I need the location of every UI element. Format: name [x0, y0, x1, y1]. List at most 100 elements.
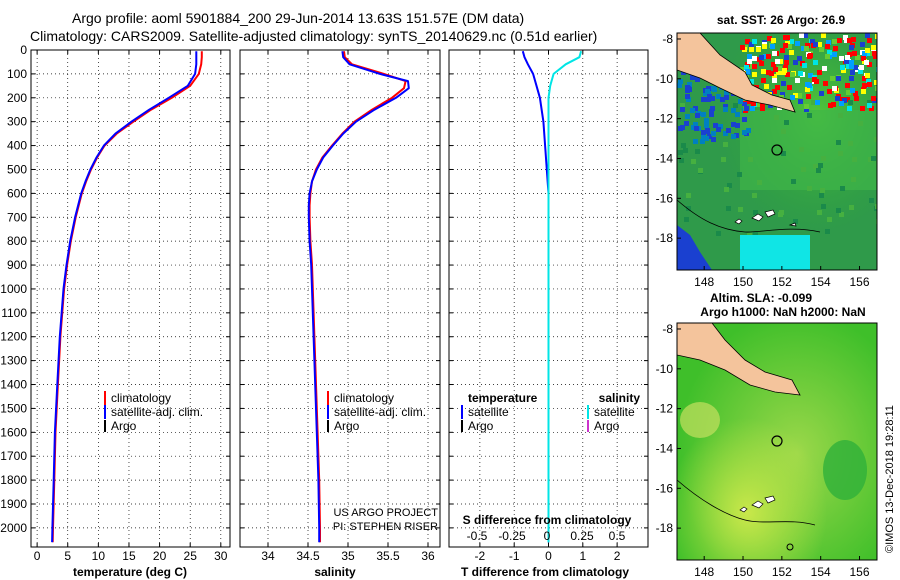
sst-pixel	[795, 41, 800, 46]
temperature-xlabel: temperature (deg C)	[73, 565, 187, 579]
sst-pixel	[764, 84, 769, 89]
sst-pixel	[783, 43, 788, 48]
sst-pixel	[862, 76, 867, 81]
sst-pixel	[701, 112, 706, 117]
sst-pixel	[711, 137, 716, 142]
sst-pixel	[745, 62, 750, 67]
depth-tick-label: 200	[7, 91, 27, 105]
sst-pixel	[756, 47, 761, 52]
sst-pixel	[744, 65, 749, 70]
legend-climatology: climatology	[111, 391, 171, 405]
sst-pixel	[707, 134, 712, 139]
sst-pixel	[862, 83, 867, 88]
sst-pixel	[875, 34, 877, 39]
sst-pixel	[706, 97, 711, 102]
sst-pixel	[707, 94, 712, 99]
sst-pixel	[683, 148, 688, 153]
x-tick-label: 25	[184, 549, 198, 563]
x-tick-label: 10	[92, 549, 106, 563]
sst-pixel	[836, 76, 841, 81]
sst-pixel	[808, 73, 813, 78]
depth-tick-label: 1700	[0, 449, 27, 463]
sst-pixel	[853, 91, 858, 96]
sst-pixel	[831, 102, 836, 107]
sst-pixel	[871, 45, 876, 50]
legend-argo: Argo	[334, 419, 360, 433]
sst-pixel	[852, 51, 857, 56]
sla-map-ticks: 148 150 152 154 156 -8 -10 -12 -14 -16 -18	[656, 322, 870, 579]
s-difference-label: S difference from climatology	[463, 513, 632, 527]
sst-blue-corner	[677, 225, 712, 270]
sst-pixel	[849, 64, 854, 69]
salinity-panel-frame	[239, 49, 441, 548]
sst-pixel	[844, 38, 849, 43]
sla-reef-contour	[677, 479, 816, 526]
sst-pixel	[678, 126, 683, 131]
sst-pixel	[837, 38, 842, 43]
sst-pixel	[681, 143, 686, 148]
x-tick-label: 5	[64, 549, 71, 563]
sst-pixel	[827, 217, 832, 222]
sst-pixel	[733, 103, 738, 108]
sst-pixel	[695, 113, 700, 118]
sst-pixel	[685, 94, 690, 99]
sst-pixel	[818, 163, 823, 168]
sst-pixel	[811, 100, 816, 105]
sst-pixel	[854, 96, 859, 101]
sst-pixel	[678, 79, 683, 84]
map-x-tick-label: 150	[733, 275, 753, 289]
sst-pixel	[875, 204, 877, 209]
sst-pixel	[737, 172, 742, 177]
sst-pixel	[710, 96, 715, 101]
sst-pixel	[744, 106, 749, 111]
sst-pixel	[861, 89, 866, 94]
sst-pixel	[867, 51, 872, 56]
legend-argo: Argo	[111, 419, 137, 433]
sst-pixel	[817, 42, 822, 47]
map-y-tick-label: -18	[656, 521, 674, 535]
x-tick-label: 0	[545, 549, 552, 563]
sst-pixel	[839, 101, 844, 106]
depth-tick-label: 800	[7, 234, 27, 248]
pi-credit: PI: STEPHEN RISER	[333, 521, 438, 533]
sla-argo-position	[771, 435, 783, 447]
series-satellite-adj-clim-	[51, 51, 198, 543]
depth-tick-label: 100	[7, 67, 27, 81]
sst-pixel	[752, 64, 757, 69]
sst-map-title: sat. SST: 26 Argo: 26.9	[717, 13, 846, 27]
sst-pixel	[874, 137, 877, 142]
difference-xlabel: T difference from climatology	[461, 565, 629, 579]
map-y-tick-label: -14	[656, 151, 674, 165]
sst-pixel	[754, 102, 759, 107]
sst-pixel	[686, 206, 691, 211]
depth-tick-label: 900	[7, 258, 27, 272]
sst-map-frame	[676, 32, 878, 271]
depth-tick-label: 1900	[0, 497, 27, 511]
sst-pixel	[820, 188, 825, 193]
sst-pixel	[838, 151, 843, 156]
sst-pixel	[848, 100, 853, 105]
sst-pixel	[775, 59, 780, 64]
sst-pixel	[742, 130, 747, 135]
sst-pixel	[819, 47, 824, 52]
x-tick-label: 20	[153, 549, 167, 563]
sst-pixel	[850, 70, 855, 75]
sst-pixel	[821, 33, 826, 38]
sst-pixel	[709, 109, 714, 114]
sst-pixel	[712, 87, 717, 92]
sst-pixel	[686, 86, 691, 91]
sst-pixel	[840, 65, 845, 70]
s-tick-label: 0.25	[570, 529, 594, 543]
sst-pixel	[760, 102, 765, 107]
sst-pixel	[789, 39, 794, 44]
sst-pixel	[721, 157, 726, 162]
sst-pixel	[701, 97, 706, 102]
sst-pixel	[865, 73, 870, 78]
sst-pixel	[845, 97, 850, 102]
sst-pixel	[846, 90, 851, 95]
sst-pixel	[724, 90, 729, 95]
map-y-tick-label: -18	[656, 231, 674, 245]
map-x-tick-label: 156	[850, 275, 870, 289]
sst-pixel	[690, 75, 695, 80]
sst-pixel	[832, 39, 837, 44]
